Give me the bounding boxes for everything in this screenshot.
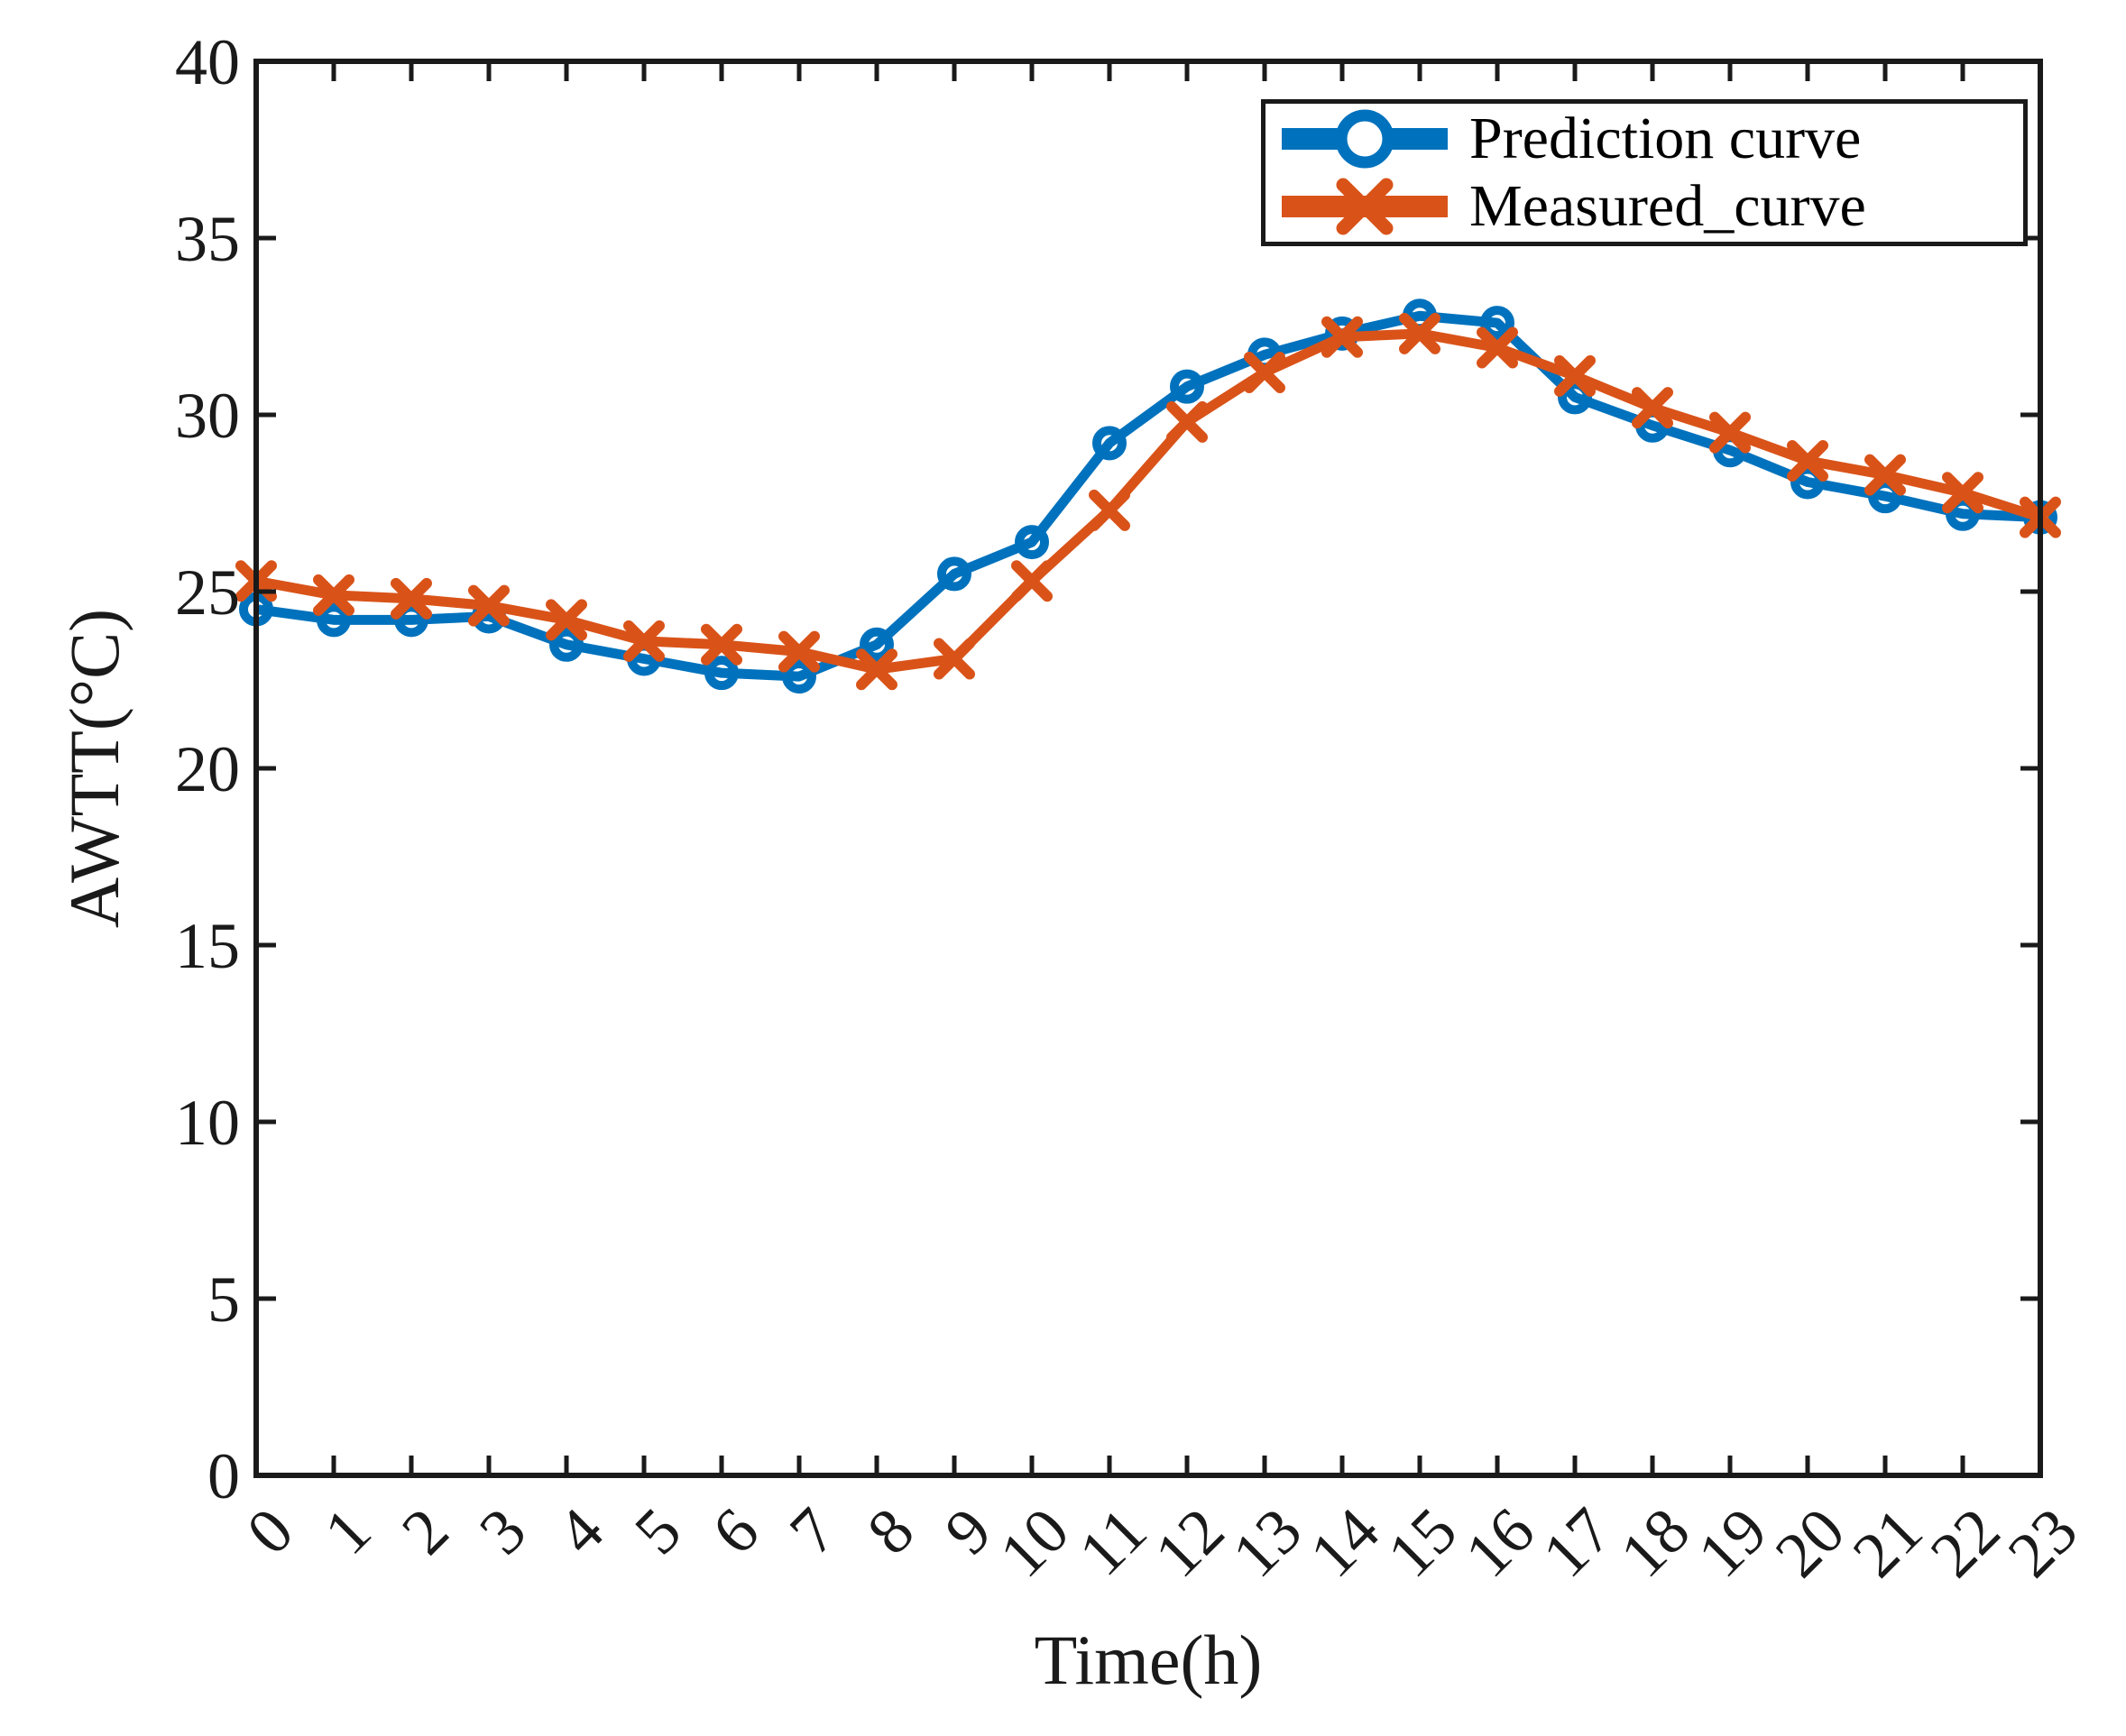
legend: Prediction curve Measured_curve bbox=[1261, 99, 2028, 246]
legend-label-prediction: Prediction curve bbox=[1469, 106, 1862, 171]
x-marker bbox=[1011, 560, 1053, 602]
circle-marker bbox=[1480, 306, 1514, 341]
x-marker bbox=[856, 648, 897, 691]
x-marker bbox=[778, 630, 820, 673]
x-tick-label: 6 bbox=[698, 1494, 772, 1568]
x-tick-label: 5 bbox=[621, 1494, 695, 1568]
measured-series bbox=[235, 312, 2061, 691]
y-tick-label: 40 bbox=[175, 26, 240, 98]
x-marker bbox=[1942, 472, 1983, 514]
series-line bbox=[255, 328, 2042, 675]
x-tick-label: 23 bbox=[1994, 1494, 2091, 1591]
measured-curve-sample-icon bbox=[1282, 178, 1448, 235]
x-marker bbox=[701, 623, 742, 666]
circle-marker bbox=[317, 602, 351, 638]
circle-marker bbox=[1015, 525, 1049, 560]
x-marker bbox=[391, 577, 432, 620]
circle-marker bbox=[860, 627, 894, 662]
x-marker bbox=[623, 620, 665, 662]
circle-marker bbox=[704, 656, 739, 691]
legend-entry-measured: Measured_curve bbox=[1275, 173, 2023, 241]
x-marker bbox=[934, 638, 975, 680]
y-tick-label: 5 bbox=[207, 1263, 240, 1336]
x-tick-label: 0 bbox=[233, 1494, 307, 1568]
x-marker bbox=[468, 584, 510, 627]
circle-marker bbox=[937, 556, 971, 592]
circle-marker bbox=[394, 602, 428, 638]
x-marker bbox=[1089, 489, 1130, 531]
x-marker bbox=[1166, 400, 1208, 443]
x-axis-label: Time(h) bbox=[1034, 1621, 1263, 1699]
x-marker bbox=[1554, 354, 1596, 397]
x-marker bbox=[1709, 411, 1751, 454]
circle-marker bbox=[1558, 380, 1592, 415]
legend-label-measured: Measured_curve bbox=[1469, 173, 1866, 239]
y-tick-label: 15 bbox=[175, 910, 240, 982]
x-marker bbox=[1244, 351, 1285, 393]
circle-marker bbox=[782, 659, 816, 694]
y-tick-label: 30 bbox=[175, 380, 240, 452]
y-tick-label: 25 bbox=[175, 556, 240, 629]
x-marker bbox=[1399, 312, 1440, 354]
plot-border bbox=[253, 59, 2043, 1478]
x-marker bbox=[1787, 439, 1828, 482]
circle-marker bbox=[1790, 464, 1825, 500]
x-marker bbox=[313, 574, 354, 616]
circle-marker bbox=[1170, 369, 1204, 404]
x-tick-label: 4 bbox=[543, 1494, 617, 1568]
x-tick-label: 1 bbox=[310, 1494, 384, 1568]
x-marker bbox=[546, 599, 587, 641]
x-marker bbox=[1477, 326, 1518, 369]
circle-marker bbox=[1946, 496, 1980, 531]
circle-marker bbox=[1092, 426, 1127, 461]
y-tick-label: 20 bbox=[175, 733, 240, 805]
x-tick-label: 8 bbox=[853, 1494, 927, 1568]
prediction-series bbox=[239, 299, 2057, 694]
x-marker bbox=[1632, 387, 1673, 429]
series-line bbox=[255, 310, 2041, 682]
legend-entry-prediction: Prediction curve bbox=[1275, 106, 2023, 173]
y-tick-label: 0 bbox=[207, 1440, 240, 1512]
x-marker bbox=[1864, 454, 1906, 496]
x-tick-label: 3 bbox=[465, 1494, 539, 1568]
circle-marker bbox=[549, 627, 584, 662]
y-axis-label: AWTT(°C) bbox=[55, 608, 133, 929]
prediction-curve-sample-icon bbox=[1282, 109, 1448, 169]
x-tick-label: 2 bbox=[388, 1494, 462, 1568]
circle-marker bbox=[1868, 479, 1902, 514]
y-tick-label: 35 bbox=[175, 203, 240, 275]
x-tick-label: 7 bbox=[776, 1494, 850, 1568]
y-tick-label: 10 bbox=[175, 1087, 240, 1159]
x-marker bbox=[1321, 316, 1363, 358]
